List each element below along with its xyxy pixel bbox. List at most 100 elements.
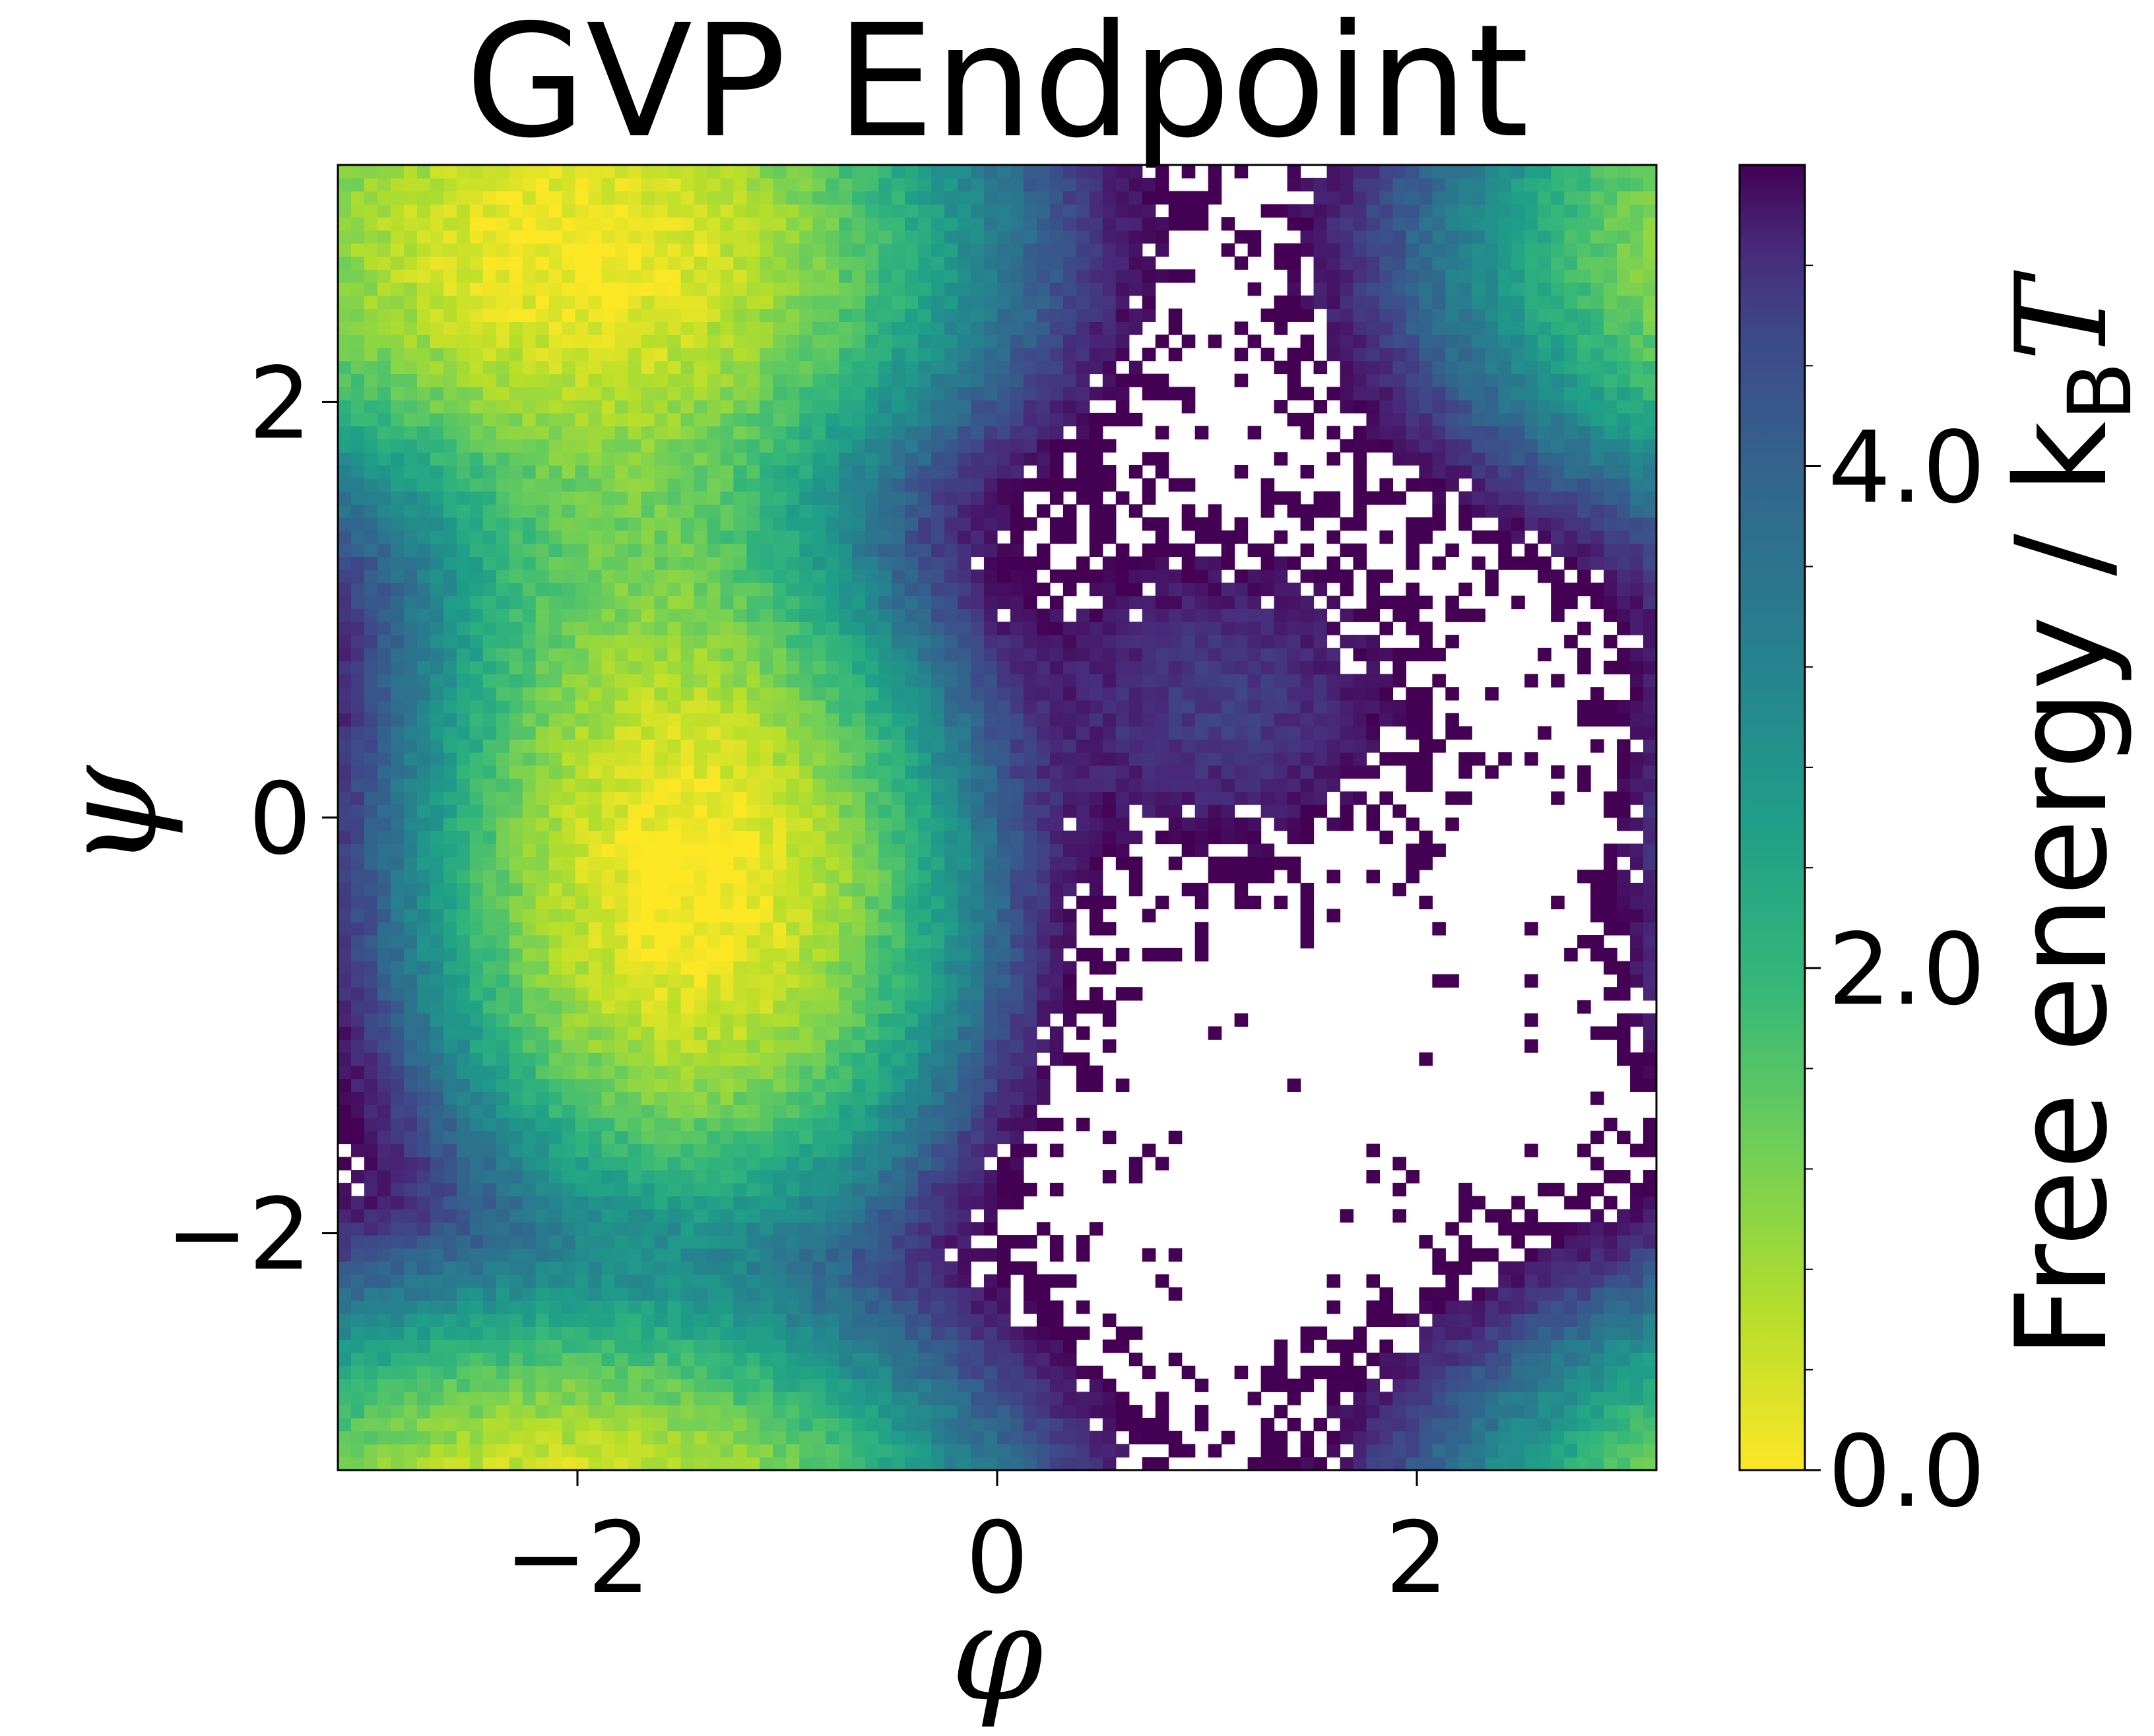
heatmap-cell — [786, 295, 800, 309]
heatmap-cell — [522, 360, 537, 375]
heatmap-cell — [482, 987, 497, 1001]
heatmap-cell — [839, 530, 853, 544]
heatmap-cell — [575, 1235, 589, 1249]
heatmap-cell — [971, 1026, 985, 1040]
heatmap-cell — [350, 347, 365, 362]
heatmap-cell — [812, 1326, 826, 1340]
heatmap-cell — [338, 1117, 352, 1132]
heatmap-cell — [496, 1444, 510, 1458]
heatmap-cell — [826, 165, 839, 179]
heatmap-cell — [680, 608, 695, 622]
heatmap-cell — [971, 217, 985, 231]
heatmap-cell — [522, 804, 537, 818]
heatmap-cell — [456, 217, 471, 231]
heatmap-cell — [641, 713, 655, 727]
heatmap-cell — [350, 922, 365, 936]
heatmap-cell — [839, 895, 853, 910]
heatmap-cell — [614, 909, 629, 922]
heatmap-cell — [350, 909, 365, 922]
heatmap-cell — [496, 1170, 510, 1184]
heatmap-cell — [509, 687, 523, 701]
heatmap-cell — [403, 1091, 418, 1105]
heatmap-cell — [364, 818, 378, 831]
heatmap-cell — [509, 491, 523, 505]
heatmap-cell — [364, 726, 378, 740]
heatmap-cell — [931, 465, 945, 479]
heatmap-cell — [667, 217, 682, 231]
heatmap-cell — [548, 726, 563, 740]
heatmap-cell — [680, 778, 695, 792]
heatmap-cell — [918, 830, 932, 845]
heatmap-cell — [878, 1444, 892, 1458]
heatmap-cell — [535, 295, 550, 309]
heatmap-cell — [364, 1065, 378, 1079]
heatmap-cell — [720, 1392, 734, 1405]
heatmap-cell — [575, 230, 589, 244]
heatmap-cell — [746, 504, 760, 518]
heatmap-cell — [720, 1052, 734, 1066]
heatmap-cell — [482, 243, 497, 257]
heatmap-cell — [905, 1078, 919, 1092]
heatmap-cell — [733, 1091, 747, 1105]
heatmap-cell — [443, 569, 457, 583]
heatmap-cell — [931, 1157, 945, 1171]
heatmap-cell — [799, 830, 813, 845]
heatmap-cell — [416, 1431, 431, 1445]
heatmap-cell — [338, 608, 352, 622]
heatmap-cell — [377, 1405, 391, 1419]
heatmap-cell — [918, 987, 932, 1001]
heatmap-cell — [535, 1196, 550, 1209]
heatmap-cell — [720, 556, 734, 570]
heatmap-cell — [364, 699, 378, 714]
heatmap-cell — [469, 1313, 484, 1328]
heatmap-cell — [958, 478, 971, 492]
heatmap-cell — [641, 974, 655, 988]
heatmap-cell — [720, 243, 734, 257]
heatmap-cell — [350, 830, 365, 845]
heatmap-cell — [667, 791, 682, 805]
heatmap-cell — [786, 165, 800, 179]
heatmap-cell — [535, 1365, 550, 1380]
heatmap-cell — [403, 1026, 418, 1040]
heatmap-cell — [588, 922, 603, 936]
heatmap-cell — [865, 974, 879, 988]
heatmap-cell — [509, 1196, 523, 1209]
heatmap-cell — [852, 282, 866, 296]
heatmap-cell — [667, 465, 682, 479]
heatmap-cell — [694, 282, 708, 296]
heatmap-cell — [443, 987, 457, 1001]
heatmap-cell — [443, 295, 457, 309]
heatmap-cell — [667, 608, 682, 622]
heatmap-cell — [694, 752, 708, 766]
heatmap-cell — [918, 1117, 932, 1132]
heatmap-cell — [944, 818, 958, 831]
heatmap-cell — [509, 177, 523, 192]
heatmap-cell — [971, 243, 985, 257]
heatmap-cell — [350, 230, 365, 244]
heatmap-cell — [641, 335, 655, 348]
heatmap-cell — [760, 622, 773, 635]
heatmap-cell — [892, 282, 905, 296]
heatmap-cell — [839, 1065, 853, 1079]
heatmap-cell — [535, 804, 550, 818]
heatmap-cell — [443, 243, 457, 257]
heatmap-cell — [588, 699, 603, 714]
heatmap-cell — [918, 1209, 932, 1223]
heatmap-cell — [390, 713, 405, 727]
heatmap-cell — [469, 1091, 484, 1105]
heatmap-cell — [509, 699, 523, 714]
heatmap-cell — [641, 1457, 655, 1470]
heatmap-cell — [892, 1261, 905, 1275]
heatmap-cell — [654, 1209, 669, 1223]
heatmap-cell — [852, 608, 866, 622]
heatmap-cell — [430, 1300, 444, 1314]
heatmap-cell — [773, 1300, 787, 1314]
heatmap-cell — [496, 622, 510, 635]
heatmap-cell — [377, 935, 391, 949]
heatmap-cell — [575, 1052, 589, 1066]
heatmap-cell — [654, 1130, 669, 1145]
heatmap-cell — [773, 909, 787, 922]
heatmap-cell — [958, 1392, 971, 1405]
heatmap-cell — [852, 165, 866, 179]
heatmap-cell — [667, 1235, 682, 1249]
